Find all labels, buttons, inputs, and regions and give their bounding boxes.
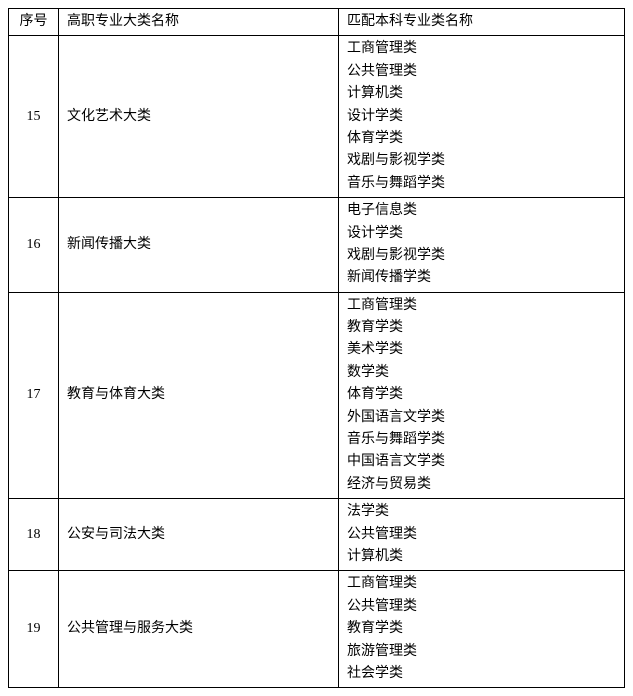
match-item: 工商管理类 (347, 295, 618, 317)
match-list: 工商管理类公共管理类计算机类设计学类体育学类戏剧与影视学类音乐与舞蹈学类 (347, 38, 618, 195)
match-item: 设计学类 (347, 106, 618, 128)
header-seq: 序号 (9, 9, 59, 36)
match-item: 计算机类 (347, 83, 618, 105)
cell-vocation: 新闻传播大类 (59, 198, 339, 293)
match-list: 工商管理类教育学类美术学类数学类体育学类外国语言文学类音乐与舞蹈学类中国语言文学… (347, 295, 618, 497)
match-item: 美术学类 (347, 339, 618, 361)
cell-vocation: 公共管理与服务大类 (59, 571, 339, 688)
match-list: 法学类公共管理类计算机类 (347, 501, 618, 568)
match-item: 戏剧与影视学类 (347, 150, 618, 172)
cell-undergrad: 工商管理类公共管理类教育学类旅游管理类社会学类 (339, 571, 625, 688)
cell-seq: 19 (9, 571, 59, 688)
cell-undergrad: 法学类公共管理类计算机类 (339, 499, 625, 571)
match-list: 工商管理类公共管理类教育学类旅游管理类社会学类 (347, 573, 618, 685)
header-undergrad: 匹配本科专业类名称 (339, 9, 625, 36)
table-row: 17教育与体育大类工商管理类教育学类美术学类数学类体育学类外国语言文学类音乐与舞… (9, 292, 625, 499)
match-item: 音乐与舞蹈学类 (347, 429, 618, 451)
cell-vocation: 教育与体育大类 (59, 292, 339, 499)
match-item: 外国语言文学类 (347, 407, 618, 429)
cell-undergrad: 电子信息类设计学类戏剧与影视学类新闻传播学类 (339, 198, 625, 293)
match-item: 戏剧与影视学类 (347, 245, 618, 267)
match-item: 公共管理类 (347, 524, 618, 546)
cell-vocation: 文化艺术大类 (59, 36, 339, 198)
cell-seq: 15 (9, 36, 59, 198)
match-item: 公共管理类 (347, 596, 618, 618)
match-list: 电子信息类设计学类戏剧与影视学类新闻传播学类 (347, 200, 618, 290)
table-row: 19公共管理与服务大类工商管理类公共管理类教育学类旅游管理类社会学类 (9, 571, 625, 688)
match-item: 电子信息类 (347, 200, 618, 222)
match-item: 工商管理类 (347, 38, 618, 60)
table-row: 18公安与司法大类法学类公共管理类计算机类 (9, 499, 625, 571)
match-item: 法学类 (347, 501, 618, 523)
header-vocation: 高职专业大类名称 (59, 9, 339, 36)
match-item: 设计学类 (347, 223, 618, 245)
cell-vocation: 公安与司法大类 (59, 499, 339, 571)
match-item: 新闻传播学类 (347, 267, 618, 289)
major-mapping-table: 序号 高职专业大类名称 匹配本科专业类名称 15文化艺术大类工商管理类公共管理类… (8, 8, 625, 688)
cell-undergrad: 工商管理类公共管理类计算机类设计学类体育学类戏剧与影视学类音乐与舞蹈学类 (339, 36, 625, 198)
table-row: 16新闻传播大类电子信息类设计学类戏剧与影视学类新闻传播学类 (9, 198, 625, 293)
match-item: 教育学类 (347, 618, 618, 640)
match-item: 工商管理类 (347, 573, 618, 595)
match-item: 体育学类 (347, 384, 618, 406)
cell-seq: 17 (9, 292, 59, 499)
table-body: 15文化艺术大类工商管理类公共管理类计算机类设计学类体育学类戏剧与影视学类音乐与… (9, 36, 625, 688)
match-item: 音乐与舞蹈学类 (347, 173, 618, 195)
match-item: 经济与贸易类 (347, 474, 618, 496)
cell-undergrad: 工商管理类教育学类美术学类数学类体育学类外国语言文学类音乐与舞蹈学类中国语言文学… (339, 292, 625, 499)
match-item: 旅游管理类 (347, 641, 618, 663)
table-header-row: 序号 高职专业大类名称 匹配本科专业类名称 (9, 9, 625, 36)
cell-seq: 18 (9, 499, 59, 571)
cell-seq: 16 (9, 198, 59, 293)
match-item: 教育学类 (347, 317, 618, 339)
match-item: 体育学类 (347, 128, 618, 150)
match-item: 中国语言文学类 (347, 451, 618, 473)
match-item: 公共管理类 (347, 61, 618, 83)
table-row: 15文化艺术大类工商管理类公共管理类计算机类设计学类体育学类戏剧与影视学类音乐与… (9, 36, 625, 198)
match-item: 社会学类 (347, 663, 618, 685)
match-item: 数学类 (347, 362, 618, 384)
match-item: 计算机类 (347, 546, 618, 568)
